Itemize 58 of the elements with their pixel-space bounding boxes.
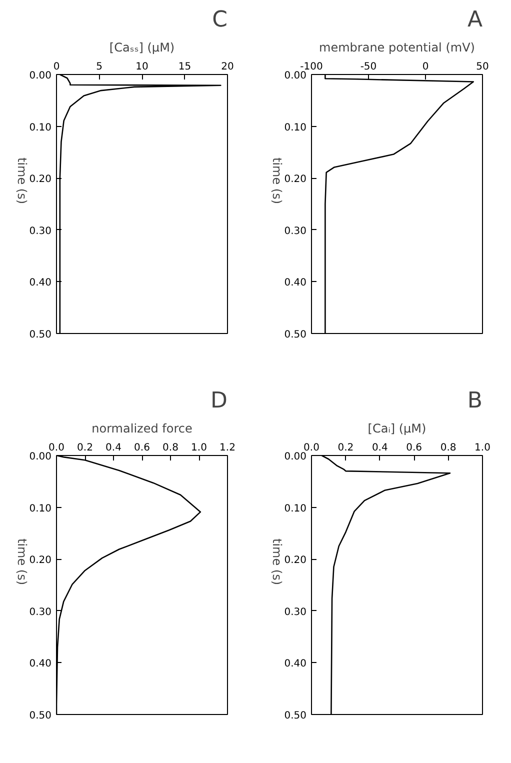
y-axis-title: time (s) xyxy=(270,538,284,586)
x-tick-label: 10 xyxy=(136,62,148,72)
x-tick-label: 0.6 xyxy=(134,442,150,454)
y-tick-label: 0.30 xyxy=(284,606,306,618)
x-tick-label: 0.2 xyxy=(77,442,93,454)
x-tick-label: 50 xyxy=(476,62,489,72)
x-axis-title: membrane potential (mV) xyxy=(319,40,475,54)
y-tick-label: 0.30 xyxy=(284,226,306,237)
x-tick-label: -100 xyxy=(300,62,323,72)
y-axis-title: time (s) xyxy=(15,538,30,586)
y-axis-title: time (s) xyxy=(270,157,284,204)
y-tick-label: 0.50 xyxy=(284,330,306,340)
chart-title: C xyxy=(212,8,228,32)
y-tick-label: 0.20 xyxy=(29,174,52,186)
y-tick-label: 0.20 xyxy=(284,174,306,186)
x-tick-label: 0.8 xyxy=(440,442,456,454)
x-tick-label: 5 xyxy=(96,62,102,72)
x-tick-label: 20 xyxy=(221,62,234,72)
y-axis-title: time (s) xyxy=(15,157,30,204)
chart-title: A xyxy=(467,8,483,32)
x-tick-label: 0.2 xyxy=(338,442,354,454)
y-tick-label: 0.40 xyxy=(29,658,52,670)
y-tick-label: 0.00 xyxy=(29,70,52,82)
y-tick-label: 0.30 xyxy=(29,606,52,618)
x-tick-label: 1.2 xyxy=(220,442,236,454)
x-axis-title: [Caᵢ] (μM) xyxy=(368,422,426,436)
y-tick-label: 0.40 xyxy=(29,278,52,289)
x-tick-label: 0 xyxy=(53,62,60,72)
x-tick-label: 0.0 xyxy=(304,442,320,454)
x-tick-label: 0.8 xyxy=(162,442,178,454)
y-tick-label: 0.10 xyxy=(284,503,306,514)
y-tick-label: 0.00 xyxy=(284,70,306,82)
chart-title: B xyxy=(467,388,482,414)
x-tick-label: 1.0 xyxy=(191,442,207,454)
y-tick-label: 0.20 xyxy=(284,555,306,566)
x-tick-label: 15 xyxy=(178,62,192,72)
y-tick-label: 0.00 xyxy=(29,452,52,462)
y-tick-label: 0.20 xyxy=(29,555,52,566)
x-tick-label: 0.4 xyxy=(372,442,388,454)
y-tick-label: 0.50 xyxy=(284,710,306,722)
y-tick-label: 0.00 xyxy=(284,452,306,462)
x-tick-label: 0.0 xyxy=(48,442,64,454)
y-tick-label: 0.50 xyxy=(29,330,52,340)
x-axis-title: [Caₛₛ] (μM) xyxy=(109,40,175,54)
x-tick-label: 0.4 xyxy=(106,442,122,454)
x-tick-label: 0 xyxy=(422,62,429,72)
y-tick-label: 0.50 xyxy=(29,710,52,722)
y-tick-label: 0.30 xyxy=(29,226,52,237)
chart-title: D xyxy=(210,388,228,414)
x-tick-label: -50 xyxy=(360,62,377,72)
x-tick-label: 1.0 xyxy=(474,442,490,454)
y-tick-label: 0.10 xyxy=(29,122,52,134)
y-tick-label: 0.40 xyxy=(284,658,306,670)
y-tick-label: 0.10 xyxy=(29,503,52,514)
y-tick-label: 0.40 xyxy=(284,278,306,289)
y-tick-label: 0.10 xyxy=(284,122,306,134)
x-axis-title: normalized force xyxy=(92,422,192,436)
x-tick-label: 0.6 xyxy=(406,442,422,454)
